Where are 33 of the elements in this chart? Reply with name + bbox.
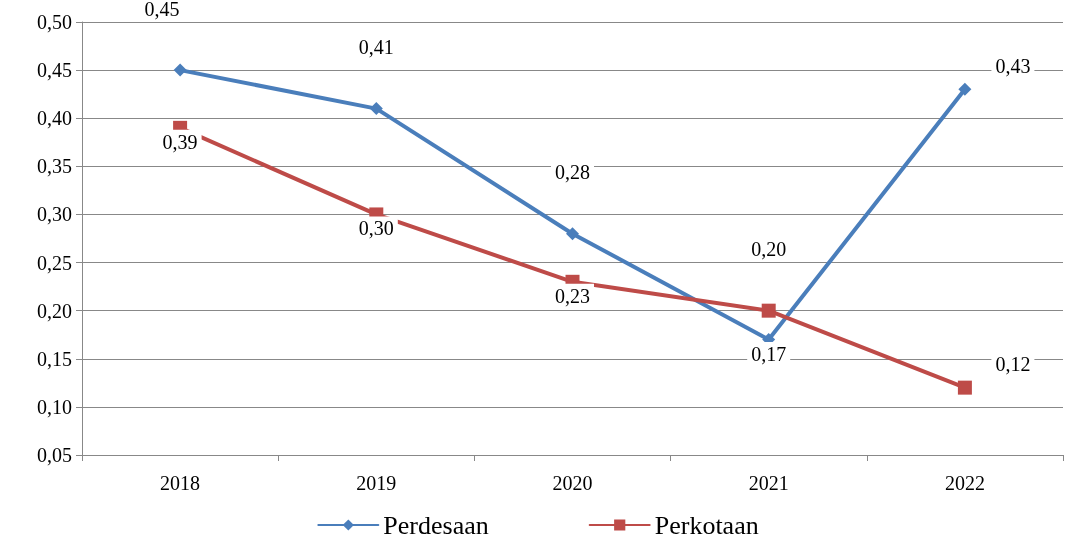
data-label: 0,45 [144, 0, 180, 20]
data-label: 0,12 [995, 352, 1031, 375]
x-tick-label: 2022 [944, 472, 985, 494]
y-tick-label: 0,30 [37, 203, 72, 226]
y-tick-label: 0,05 [37, 444, 72, 466]
x-tick-label: 2021 [748, 472, 789, 494]
y-tick-label: 0,35 [37, 155, 72, 178]
data-label: 0,28 [555, 161, 590, 184]
y-tick-label: 0,10 [37, 395, 72, 418]
y-tick-label: 0,25 [37, 251, 72, 274]
data-label: 0,20 [751, 237, 787, 260]
data-label: 0,17 [751, 343, 787, 366]
y-tick-label: 0,40 [37, 107, 72, 130]
legend-label: Perdesaan [383, 510, 489, 540]
x-tick-label: 2019 [356, 472, 397, 494]
x-tick-label: 2018 [160, 472, 201, 494]
y-tick-label: 0,45 [37, 59, 72, 82]
y-tick-label: 0,20 [37, 299, 72, 322]
data-label: 0,43 [995, 54, 1031, 77]
point [369, 102, 383, 116]
point [761, 303, 776, 318]
data-label: 0,39 [162, 130, 198, 153]
point [957, 380, 972, 395]
data-label: 0,30 [358, 217, 394, 240]
point [566, 227, 579, 241]
y-tick-label: 0,15 [37, 347, 72, 370]
data-label: 0,41 [358, 36, 394, 59]
y-tick-label: 0,50 [37, 11, 72, 33]
legend-label: Perkotaan [654, 510, 759, 540]
point [173, 63, 187, 77]
point [958, 82, 972, 96]
data-label: 0,23 [555, 284, 590, 307]
x-tick-label: 2020 [552, 472, 593, 494]
